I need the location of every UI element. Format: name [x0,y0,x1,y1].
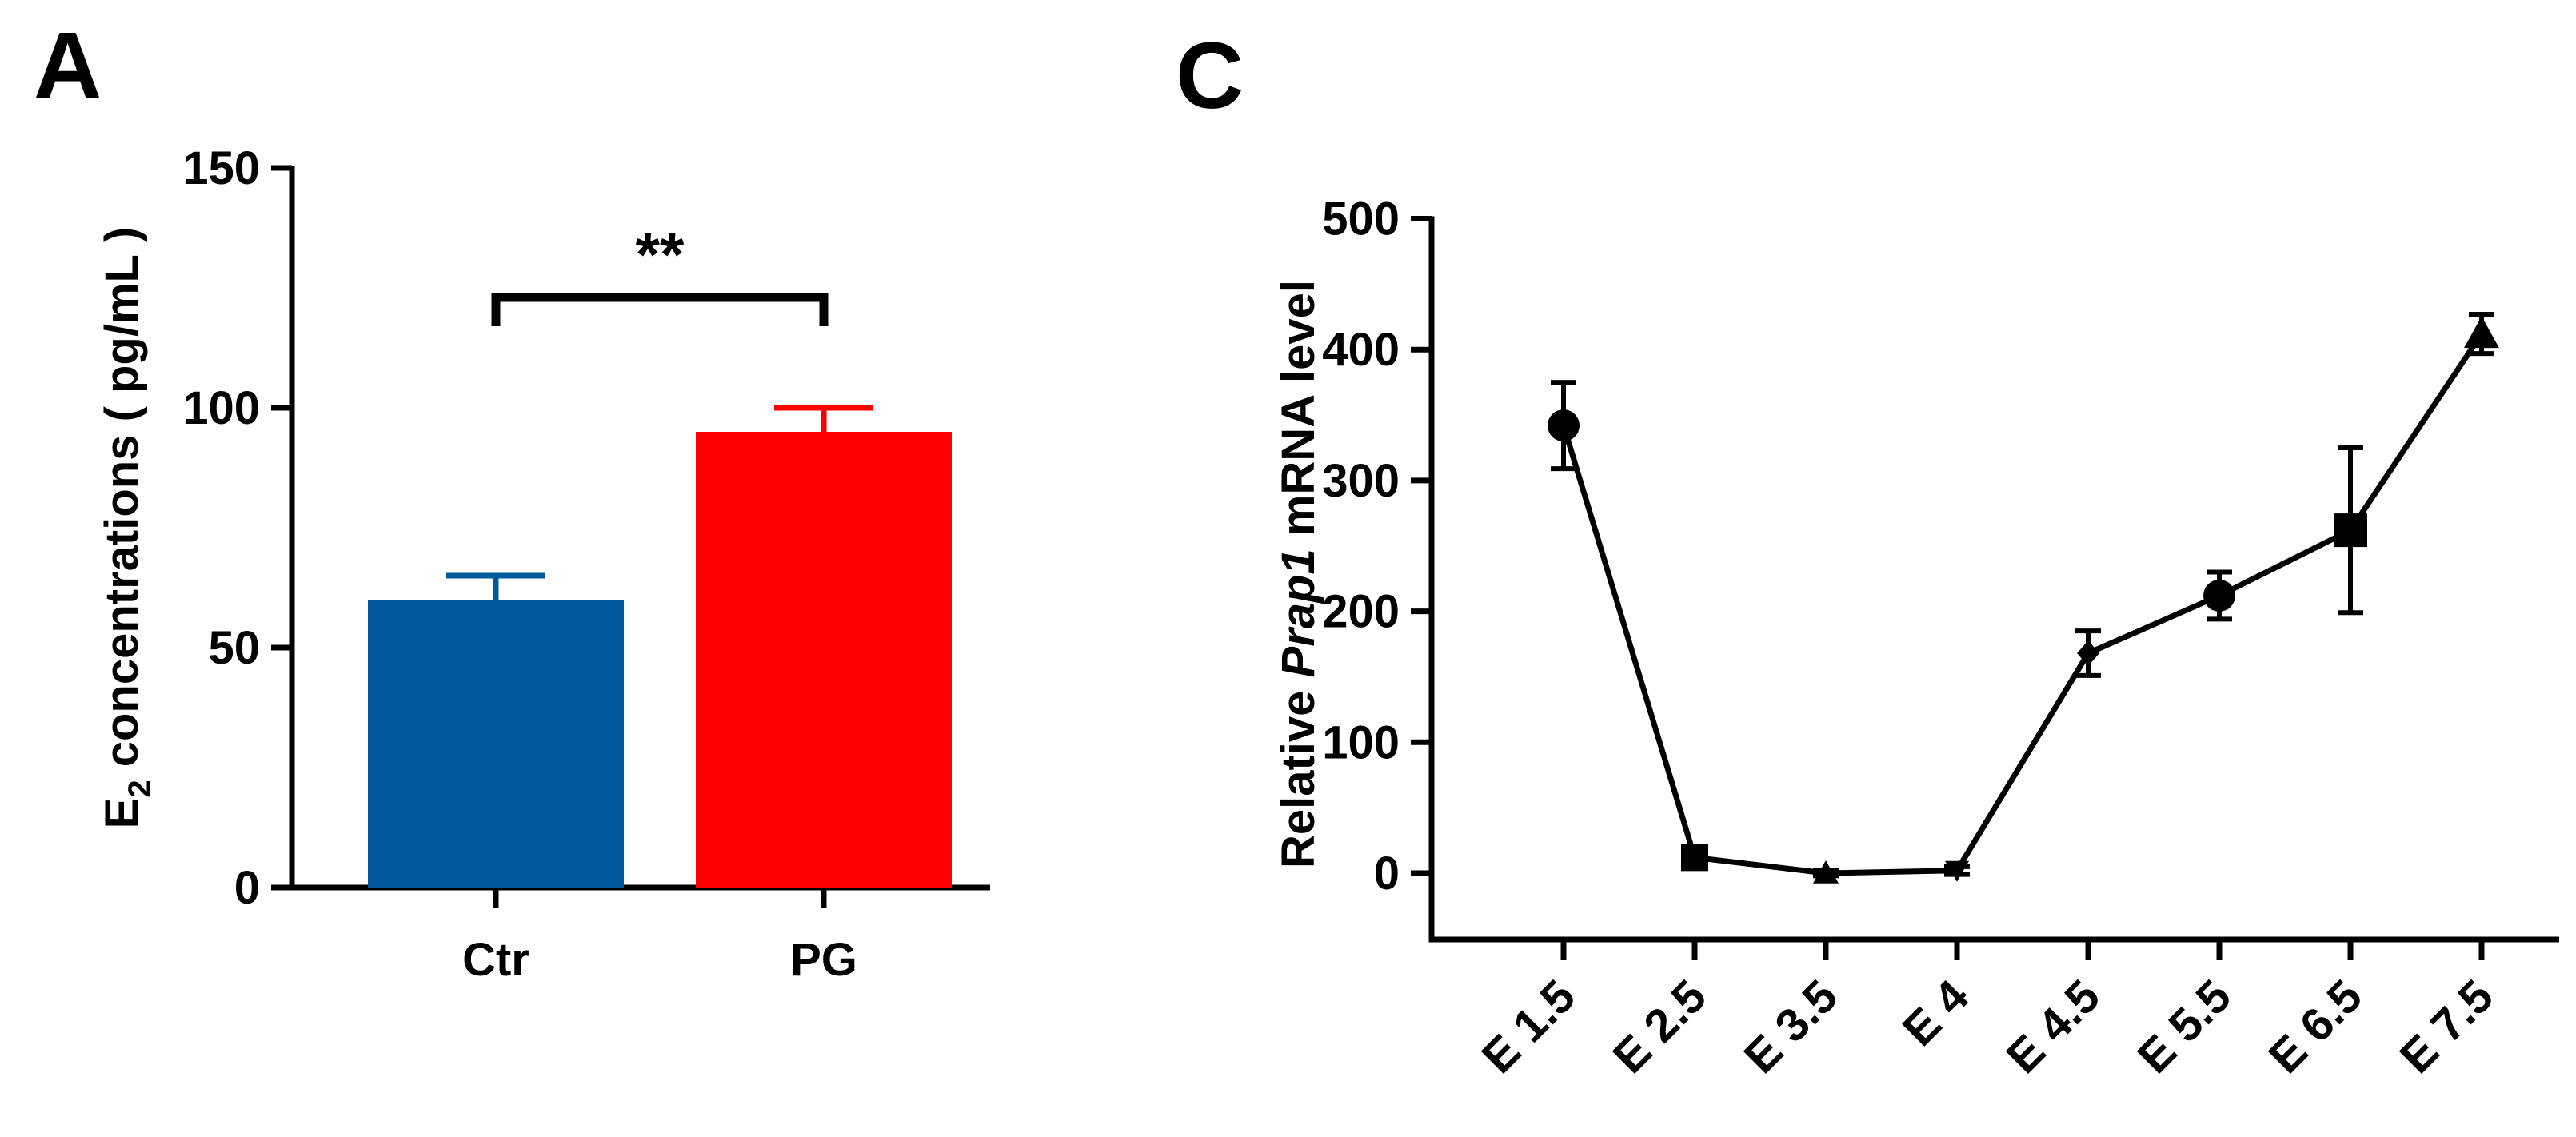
data-point-marker [1813,860,1839,884]
y-tick-label: 300 [1322,455,1400,507]
x-tick-label: E 2.5 [1603,970,1716,1083]
y-axis-title-subscript: 2 [122,780,158,797]
data-point-marker [1681,844,1708,872]
y-axis-title-prefix: Relative [1272,677,1324,868]
data-point-marker [2077,640,2099,666]
x-tick-label: E 7.5 [2390,970,2503,1083]
x-tick-label: E 4 [1893,970,1979,1056]
data-point-marker [1548,409,1580,442]
series-line [1560,332,2484,876]
y-tick-label: 200 [1322,586,1400,638]
x-tick-label: PG [790,934,857,986]
x-tick-label: Ctr [462,934,529,986]
panel-label-c: C [1176,23,1244,129]
y-tick-label: 100 [1322,716,1400,768]
y-axis-title-suffix: mRNA level [1272,280,1324,549]
significance-bracket [491,293,829,326]
panel-label-a: A [34,13,102,118]
y-tick-label: 150 [182,142,260,194]
y-tick-label: 100 [182,382,260,434]
bar-pg [696,432,952,888]
y-tick-label: 50 [208,622,260,674]
y-tick-label: 400 [1322,324,1400,376]
y-axis-title-gene: Prap1 [1272,549,1324,677]
x-tick-label: E 6.5 [2258,970,2372,1083]
y-tick-label: 0 [234,862,260,914]
y-axis-title: Relative Prap1 mRNA level [1272,280,1324,868]
x-tick-label: E 5.5 [2127,970,2241,1083]
y-axis-title-unit: concentrations ( pg/mL ) [96,227,148,780]
x-tick-label: E 4.5 [1996,970,2110,1083]
data-point-marker [2334,513,2367,548]
significance-label: ** [636,219,685,289]
data-point-marker [2203,579,2235,612]
x-tick-label: E 1.5 [1472,970,1585,1083]
y-tick-label: 0 [1374,848,1400,900]
bar-ctr [368,600,624,888]
y-axis-title: E2 concentrations ( pg/mL ) [96,227,158,829]
data-point-marker [2464,316,2499,349]
y-axis-title-main: E [96,798,148,829]
y-tick-label: 500 [1322,193,1400,245]
data-point-marker [1945,860,1969,882]
x-tick-label: E 3.5 [1734,970,1847,1083]
panel-a-bar-chart: 0 50 100 150 Ctr PG ** E2 concentrations ( pg/m… [96,142,990,986]
